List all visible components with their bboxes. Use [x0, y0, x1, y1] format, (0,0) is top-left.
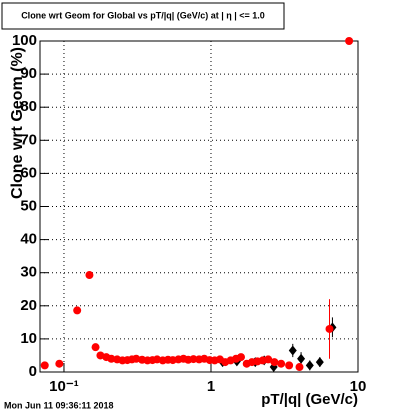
x-tick-label: 10⁻¹	[49, 378, 79, 395]
marker	[345, 37, 354, 45]
marker	[40, 361, 49, 370]
marker	[270, 358, 279, 367]
marker	[85, 271, 94, 280]
marker	[73, 306, 82, 315]
y-tick-label: 30	[20, 264, 37, 281]
chart-title: Clone wrt Geom for Global vs pT/|q| (GeV…	[21, 10, 265, 20]
plot-frame	[39, 40, 359, 373]
y-tick-label: 0	[29, 363, 37, 380]
x-tick-label: 1	[207, 378, 215, 395]
marker	[55, 359, 64, 368]
marker	[285, 361, 294, 370]
marker	[288, 345, 297, 356]
x-tick-label: 10	[350, 378, 367, 395]
marker	[91, 343, 100, 352]
marker	[305, 360, 314, 371]
marker	[236, 353, 245, 362]
y-tick-label: 50	[20, 197, 37, 214]
y-tick-label: 20	[20, 297, 37, 314]
marker	[315, 357, 324, 368]
y-tick-label: 40	[20, 231, 37, 248]
y-tick-label: 10	[20, 330, 37, 347]
y-axis-label: Clone wrt Geom (%)	[9, 47, 26, 199]
y-tick-label: 100	[12, 32, 37, 49]
x-axis-label: pT/|q| (GeV/c)	[261, 391, 358, 408]
y-tick-label: 90	[20, 65, 37, 82]
marker	[295, 363, 304, 372]
y-tick-label: 80	[20, 98, 37, 115]
timestamp: Mon Jun 11 09:36:11 2018	[4, 400, 114, 410]
marker	[297, 353, 306, 364]
marker	[107, 354, 116, 363]
y-tick-label: 60	[20, 164, 37, 181]
marker	[325, 324, 334, 333]
marker	[132, 354, 141, 363]
marker	[264, 355, 273, 364]
title-box	[1, 2, 285, 30]
y-tick-label: 70	[20, 131, 37, 148]
marker	[277, 359, 286, 368]
